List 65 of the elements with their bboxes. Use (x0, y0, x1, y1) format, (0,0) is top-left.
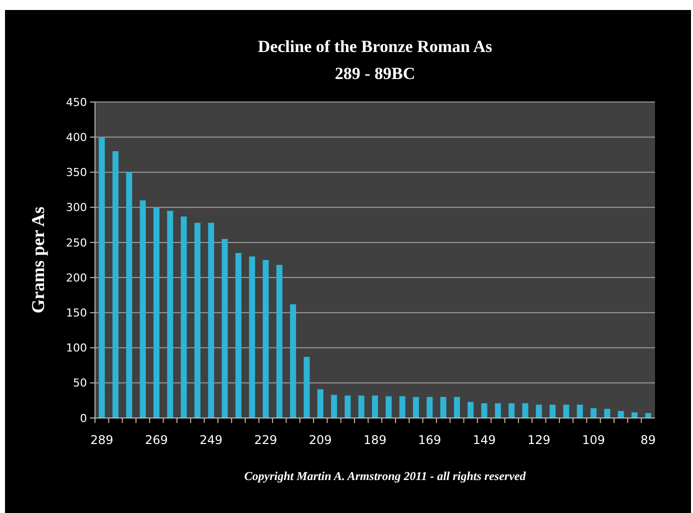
bar (536, 404, 542, 418)
bar (618, 410, 624, 418)
bar (508, 403, 515, 418)
bar (344, 396, 351, 418)
bar (440, 396, 446, 418)
bar (372, 396, 378, 418)
y-tick-label: 150 (66, 306, 87, 320)
y-tick-label: 350 (66, 166, 87, 180)
bar (290, 304, 296, 418)
bar (304, 356, 310, 418)
bar (222, 238, 228, 418)
bar (412, 396, 419, 418)
chart-title: Decline of the Bronze Roman As (258, 37, 493, 56)
bar (208, 222, 214, 418)
bar (167, 210, 174, 418)
bar (645, 413, 652, 418)
y-tick-label: 200 (66, 271, 87, 284)
bar (276, 264, 282, 418)
bar (563, 404, 570, 418)
x-tick-label: 109 (582, 433, 605, 447)
bar (153, 207, 160, 418)
x-tick-label: 149 (472, 433, 496, 447)
bar (194, 222, 200, 418)
bar (112, 151, 118, 418)
x-tick-label: 289 (90, 433, 114, 447)
bar (140, 200, 146, 418)
x-tick-label: 229 (254, 433, 278, 447)
bar (468, 402, 474, 418)
y-tick-label: 0 (80, 412, 87, 425)
bar (550, 404, 556, 418)
bar (180, 216, 187, 418)
bar (358, 396, 364, 418)
bar (590, 408, 597, 418)
bar (494, 403, 501, 418)
bar (317, 389, 324, 418)
bar (262, 260, 269, 418)
bar (331, 394, 338, 418)
x-tick-label: 89 (640, 433, 656, 447)
y-axis-title: Grams per As (28, 206, 48, 314)
x-tick-label: 129 (527, 433, 550, 447)
x-tick-label: 189 (364, 433, 386, 447)
y-tick-label: 400 (66, 130, 87, 144)
x-tick-label: 209 (308, 433, 332, 447)
y-tick-label: 450 (66, 96, 87, 109)
bar (481, 403, 488, 418)
chart-subtitle: 289 - 89BC (334, 64, 416, 83)
bar (604, 408, 610, 418)
y-tick-label: 100 (66, 342, 87, 355)
bar (98, 137, 105, 418)
x-tick-label: 169 (418, 433, 442, 447)
bar (126, 172, 132, 418)
x-tick-label: 249 (200, 433, 223, 447)
bar (235, 252, 242, 418)
bar (426, 396, 433, 418)
bar (454, 396, 460, 418)
bar (249, 256, 256, 418)
x-tick-label: 269 (145, 433, 168, 447)
y-tick-label: 300 (66, 201, 87, 214)
y-tick-label: 250 (66, 236, 87, 250)
y-tick-label: 50 (73, 376, 87, 390)
bar (399, 396, 406, 418)
text: Copyright Martin A. Armstrong 2011 - all rights reserved (244, 469, 527, 483)
bar (386, 396, 392, 418)
bar (576, 404, 583, 418)
bar (522, 403, 528, 418)
